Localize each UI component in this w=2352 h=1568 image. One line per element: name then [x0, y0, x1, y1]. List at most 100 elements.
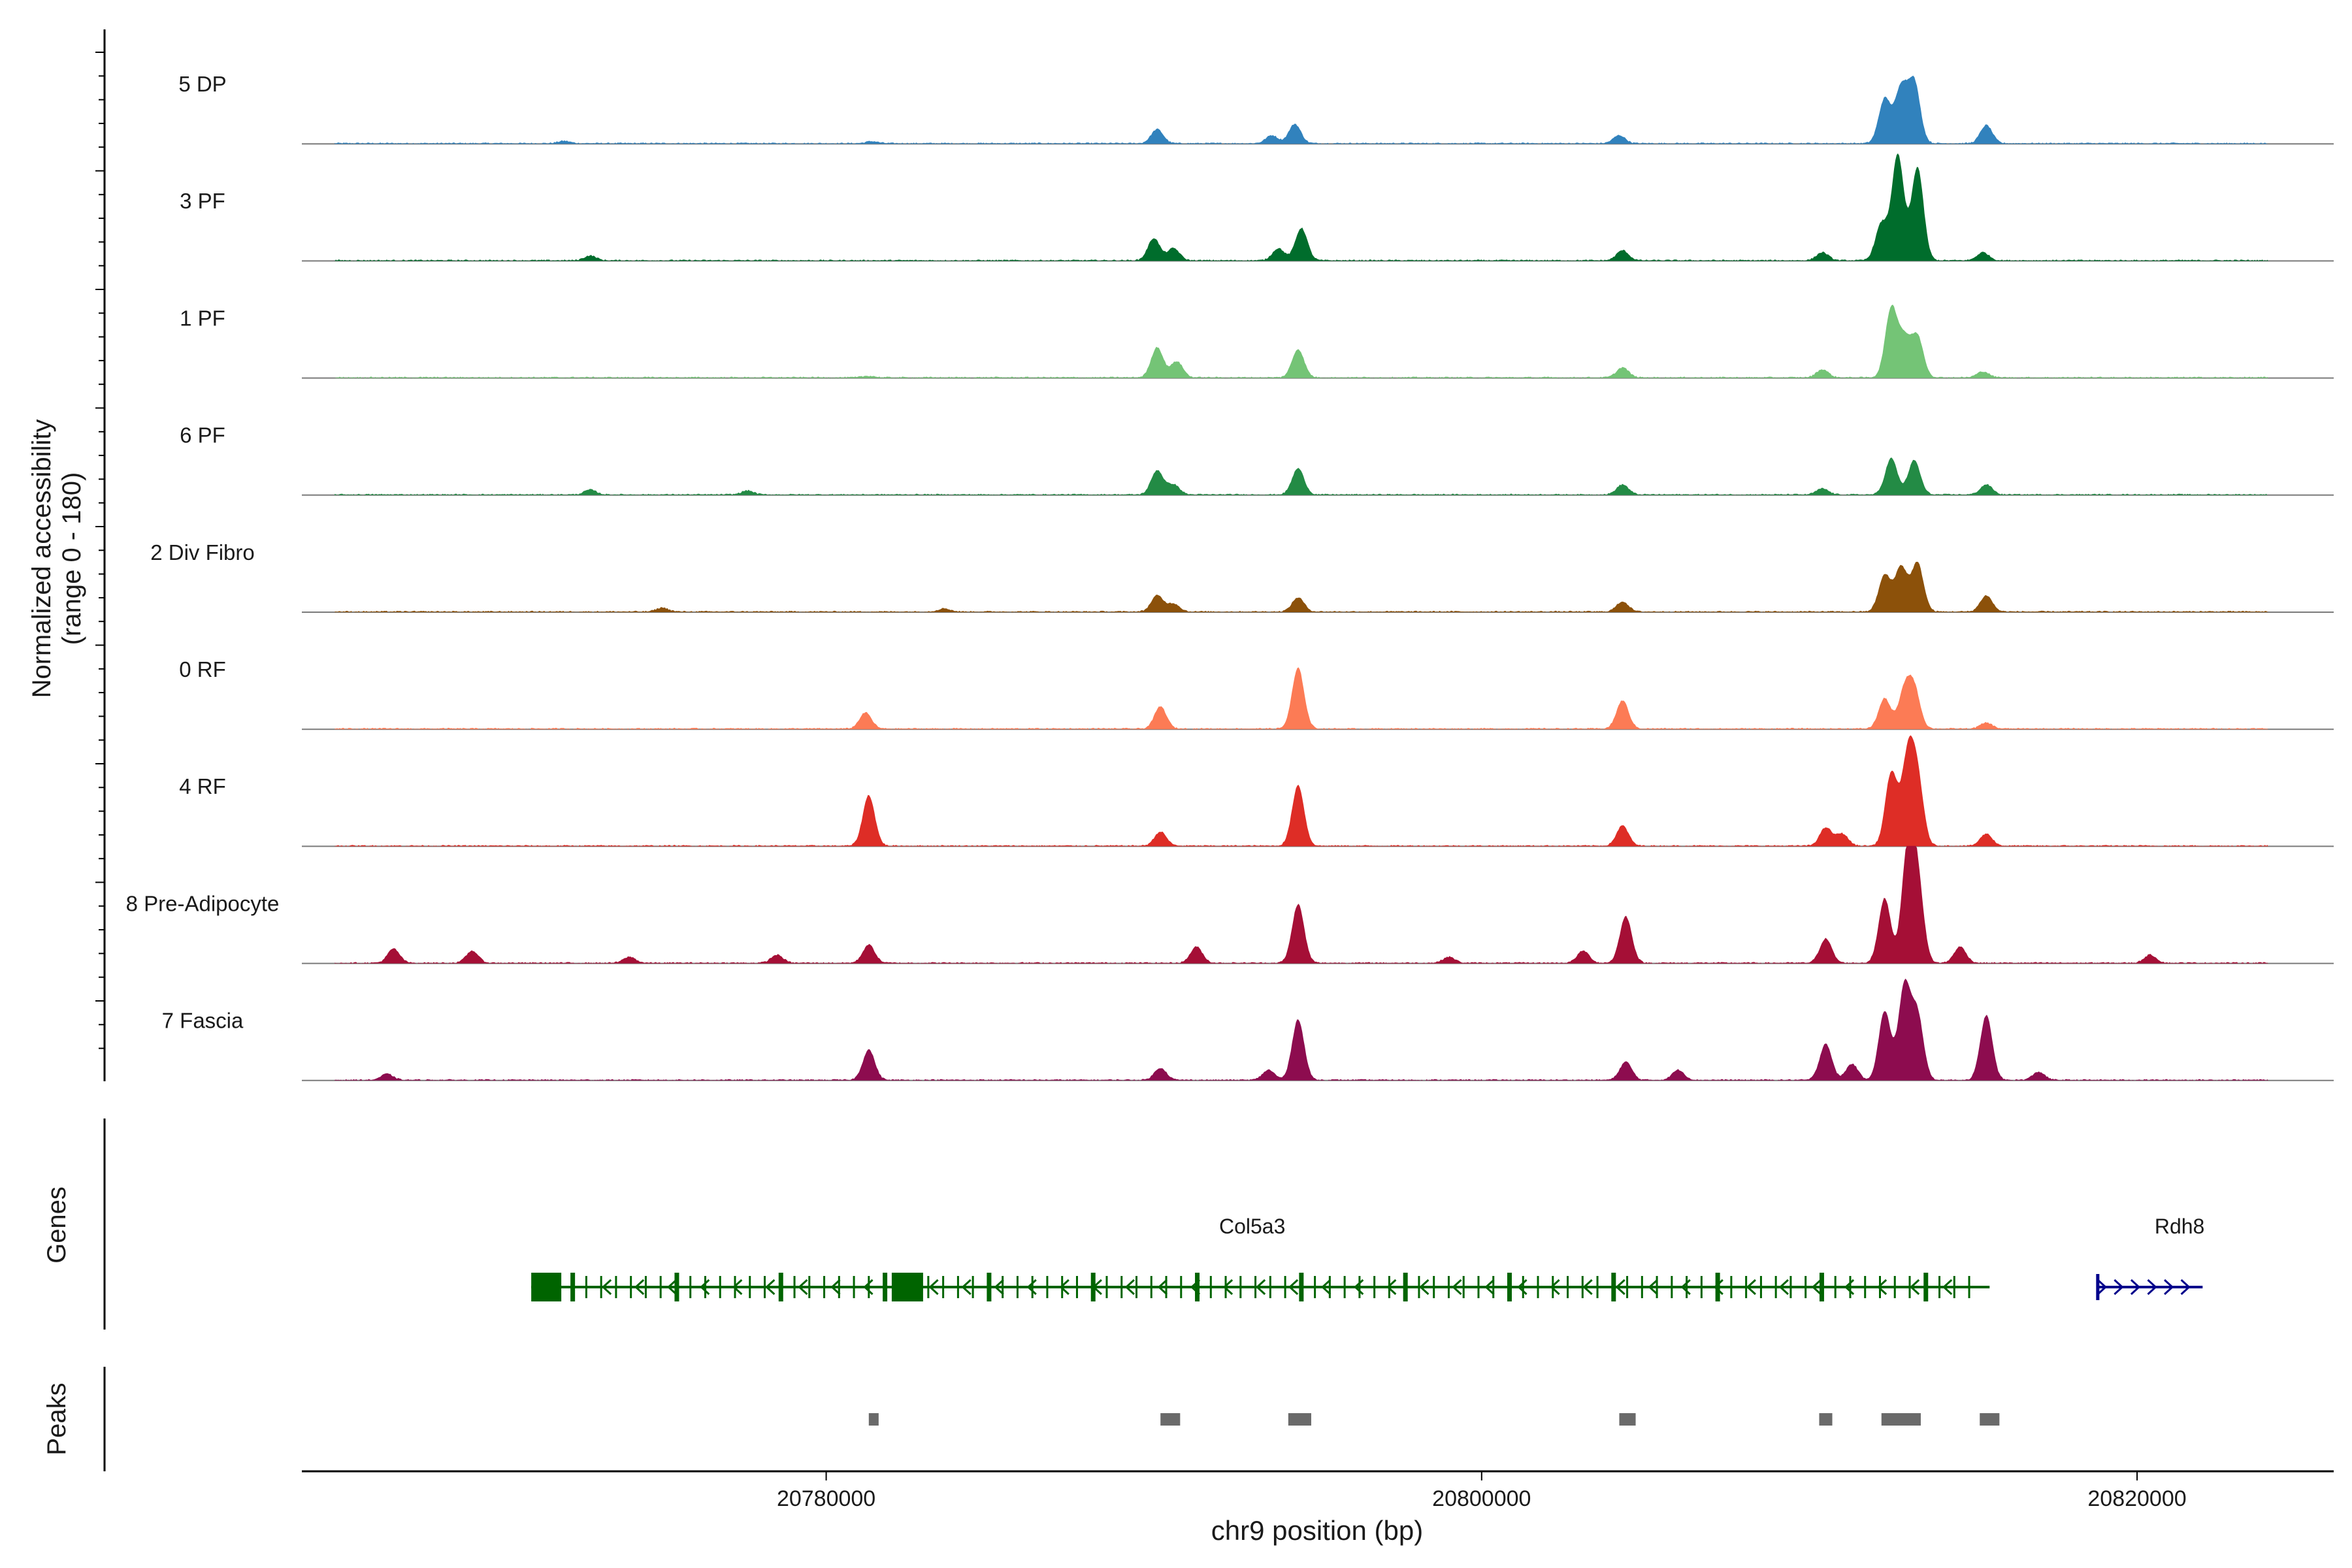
gene-exon	[1358, 1276, 1361, 1298]
strand-arrow	[2180, 1279, 2191, 1296]
gene-exon	[1239, 1276, 1242, 1298]
gene-exon	[689, 1276, 692, 1298]
gene-exon	[1834, 1276, 1837, 1298]
gene-exon	[1135, 1276, 1137, 1298]
gene-exon	[987, 1273, 992, 1301]
strand-arrow	[1157, 1279, 1168, 1296]
strand-arrow	[863, 1279, 874, 1296]
gene-exon	[1715, 1273, 1720, 1301]
strand-arrow	[1452, 1279, 1462, 1296]
track-label: 0 RF	[179, 657, 226, 681]
coverage-track: 2 Div Fibro	[150, 540, 2334, 613]
strand-arrow	[1582, 1279, 1593, 1296]
peak-region	[1980, 1413, 2000, 1426]
gene-exon	[1923, 1273, 1929, 1301]
strand-arrow	[1876, 1279, 1887, 1296]
gene-exon	[823, 1276, 826, 1298]
coverage-area	[335, 153, 2268, 261]
strand-arrow	[1550, 1279, 1560, 1296]
strand-arrow	[2147, 1279, 2157, 1296]
gene-exon	[1284, 1276, 1286, 1298]
gene-exon	[1447, 1276, 1450, 1298]
gene-exon	[1522, 1276, 1524, 1298]
gene-exon	[644, 1276, 647, 1298]
gene-model: Col5a3	[531, 1215, 1990, 1301]
x-tick-label: 20820000	[2087, 1486, 2186, 1511]
gene-exon	[1745, 1276, 1748, 1298]
coverage-area	[335, 304, 2268, 378]
track-label: 3 PF	[180, 189, 225, 213]
gene-exon	[1492, 1276, 1495, 1298]
gene-exon	[704, 1276, 706, 1298]
gene-exon	[1641, 1276, 1643, 1298]
coverage-track: 0 RF	[179, 657, 2334, 730]
x-tick-label: 20780000	[777, 1486, 875, 1511]
gene-exon	[1968, 1276, 1970, 1298]
gene-exon	[1180, 1276, 1183, 1298]
gene-exon	[1819, 1273, 1824, 1301]
x-axis: 20780000 20800000 20820000 chr9 position (…	[302, 1470, 2334, 1546]
gene-exon	[1462, 1276, 1465, 1298]
coverage-tracks: 5 DP 3 PF 1 PF 6 PF 2 Div Fibro 0 RF 4 RF 8 Pre…	[126, 72, 2334, 1081]
gene-exon	[1477, 1276, 1480, 1298]
gene-exon	[1507, 1273, 1512, 1301]
strand-arrow	[732, 1279, 743, 1296]
peak-region	[1819, 1413, 1833, 1426]
gene-exon	[956, 1276, 959, 1298]
gene-exon	[883, 1273, 888, 1301]
gene-exon	[1046, 1276, 1049, 1298]
gene-exon	[1953, 1276, 1955, 1298]
gene-name-label: Col5a3	[1219, 1215, 1285, 1238]
strand-arrow	[961, 1279, 972, 1296]
coverage-area	[335, 561, 2268, 612]
strand-arrow	[1844, 1279, 1855, 1296]
strand-arrow	[1386, 1279, 1397, 1296]
track-label: 1 PF	[180, 306, 225, 330]
peak-region	[1160, 1413, 1181, 1426]
strand-arrow	[601, 1279, 612, 1296]
strand-arrow	[1746, 1279, 1756, 1296]
strand-arrow	[1419, 1279, 1429, 1296]
strand-arrow	[994, 1279, 1004, 1296]
strand-arrow	[1648, 1279, 1658, 1296]
strand-arrow	[1484, 1279, 1495, 1296]
coverage-track: 5 DP	[178, 72, 2334, 145]
gene-exon	[1418, 1276, 1420, 1298]
x-ticks: 20780000 20800000 20820000	[777, 1471, 2187, 1511]
x-tick-label: 20800000	[1432, 1486, 1531, 1511]
gene-exon	[1150, 1276, 1152, 1298]
strand-arrow	[1124, 1279, 1135, 1296]
gene-exon	[1373, 1276, 1376, 1298]
peaks-axis-title: Peaks	[42, 1382, 71, 1455]
track-label: 7 Fascia	[162, 1009, 244, 1033]
strand-arrow	[1942, 1279, 1953, 1296]
gene-exon	[838, 1276, 840, 1298]
strand-arrow	[1811, 1279, 1822, 1296]
gene-model: Rdh8	[2096, 1215, 2204, 1300]
gene-exon	[630, 1276, 632, 1298]
track-label: 6 PF	[180, 423, 225, 448]
genes-panel: Genes Col5a3 Rdh8	[42, 1119, 2204, 1330]
gene-exon	[1120, 1276, 1123, 1298]
track-label: 2 Div Fibro	[150, 540, 255, 564]
gene-exon	[853, 1276, 855, 1298]
coverage-track: 7 Fascia	[162, 978, 2334, 1081]
coverage-area	[335, 457, 2268, 495]
strand-arrow	[1321, 1279, 1331, 1296]
strand-arrow	[1909, 1279, 1920, 1296]
coverage-track: 1 PF	[180, 304, 2334, 379]
gene-exon	[719, 1276, 721, 1298]
coverage-area	[335, 735, 2268, 847]
y-axis-title-line2: (range 0 - 180)	[57, 472, 86, 645]
gene-exon	[600, 1276, 602, 1298]
peaks-panel: Peaks	[42, 1367, 2000, 1471]
strand-arrow	[928, 1279, 939, 1296]
strand-arrow	[830, 1279, 841, 1296]
track-label: 4 RF	[179, 774, 226, 798]
gene-exon	[1805, 1276, 1807, 1298]
y-axis-title-line1: Normalized accessibility	[27, 419, 56, 698]
gene-exon	[570, 1273, 576, 1301]
gene-exon	[1537, 1276, 1539, 1298]
strand-arrow	[1190, 1279, 1201, 1296]
gene-exon	[868, 1276, 870, 1298]
